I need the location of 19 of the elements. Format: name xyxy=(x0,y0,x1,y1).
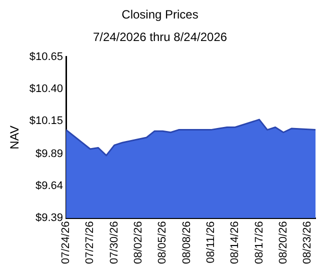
y-tick-label: $10.15 xyxy=(29,114,64,127)
x-tick-label: 08/20/26 xyxy=(277,221,290,264)
x-tick-label: 08/02/26 xyxy=(132,221,145,264)
x-tick-label: 08/08/26 xyxy=(180,221,193,264)
y-tick-label: $10.40 xyxy=(29,82,64,95)
y-tick-label: $9.89 xyxy=(36,148,64,160)
x-tick-label: 08/05/26 xyxy=(156,221,169,264)
x-tick-label: 07/24/26 xyxy=(60,221,72,264)
chart-subtitle: 7/24/2026 thru 8/24/2026 xyxy=(92,30,228,44)
x-tick-label: 07/27/26 xyxy=(84,221,96,264)
x-tick-label: 08/17/26 xyxy=(253,221,266,264)
y-axis-title: NAV xyxy=(8,126,22,150)
x-tick-label: 08/14/26 xyxy=(229,221,242,264)
chart-title: Closing Prices xyxy=(122,8,198,22)
y-tick-label: $10.65 xyxy=(29,50,64,63)
x-tick-label: 08/11/26 xyxy=(204,221,217,264)
y-tick-label: $9.64 xyxy=(36,180,64,192)
x-tick-label: 08/23/26 xyxy=(302,221,314,264)
x-tick-label: 07/30/26 xyxy=(108,221,120,264)
